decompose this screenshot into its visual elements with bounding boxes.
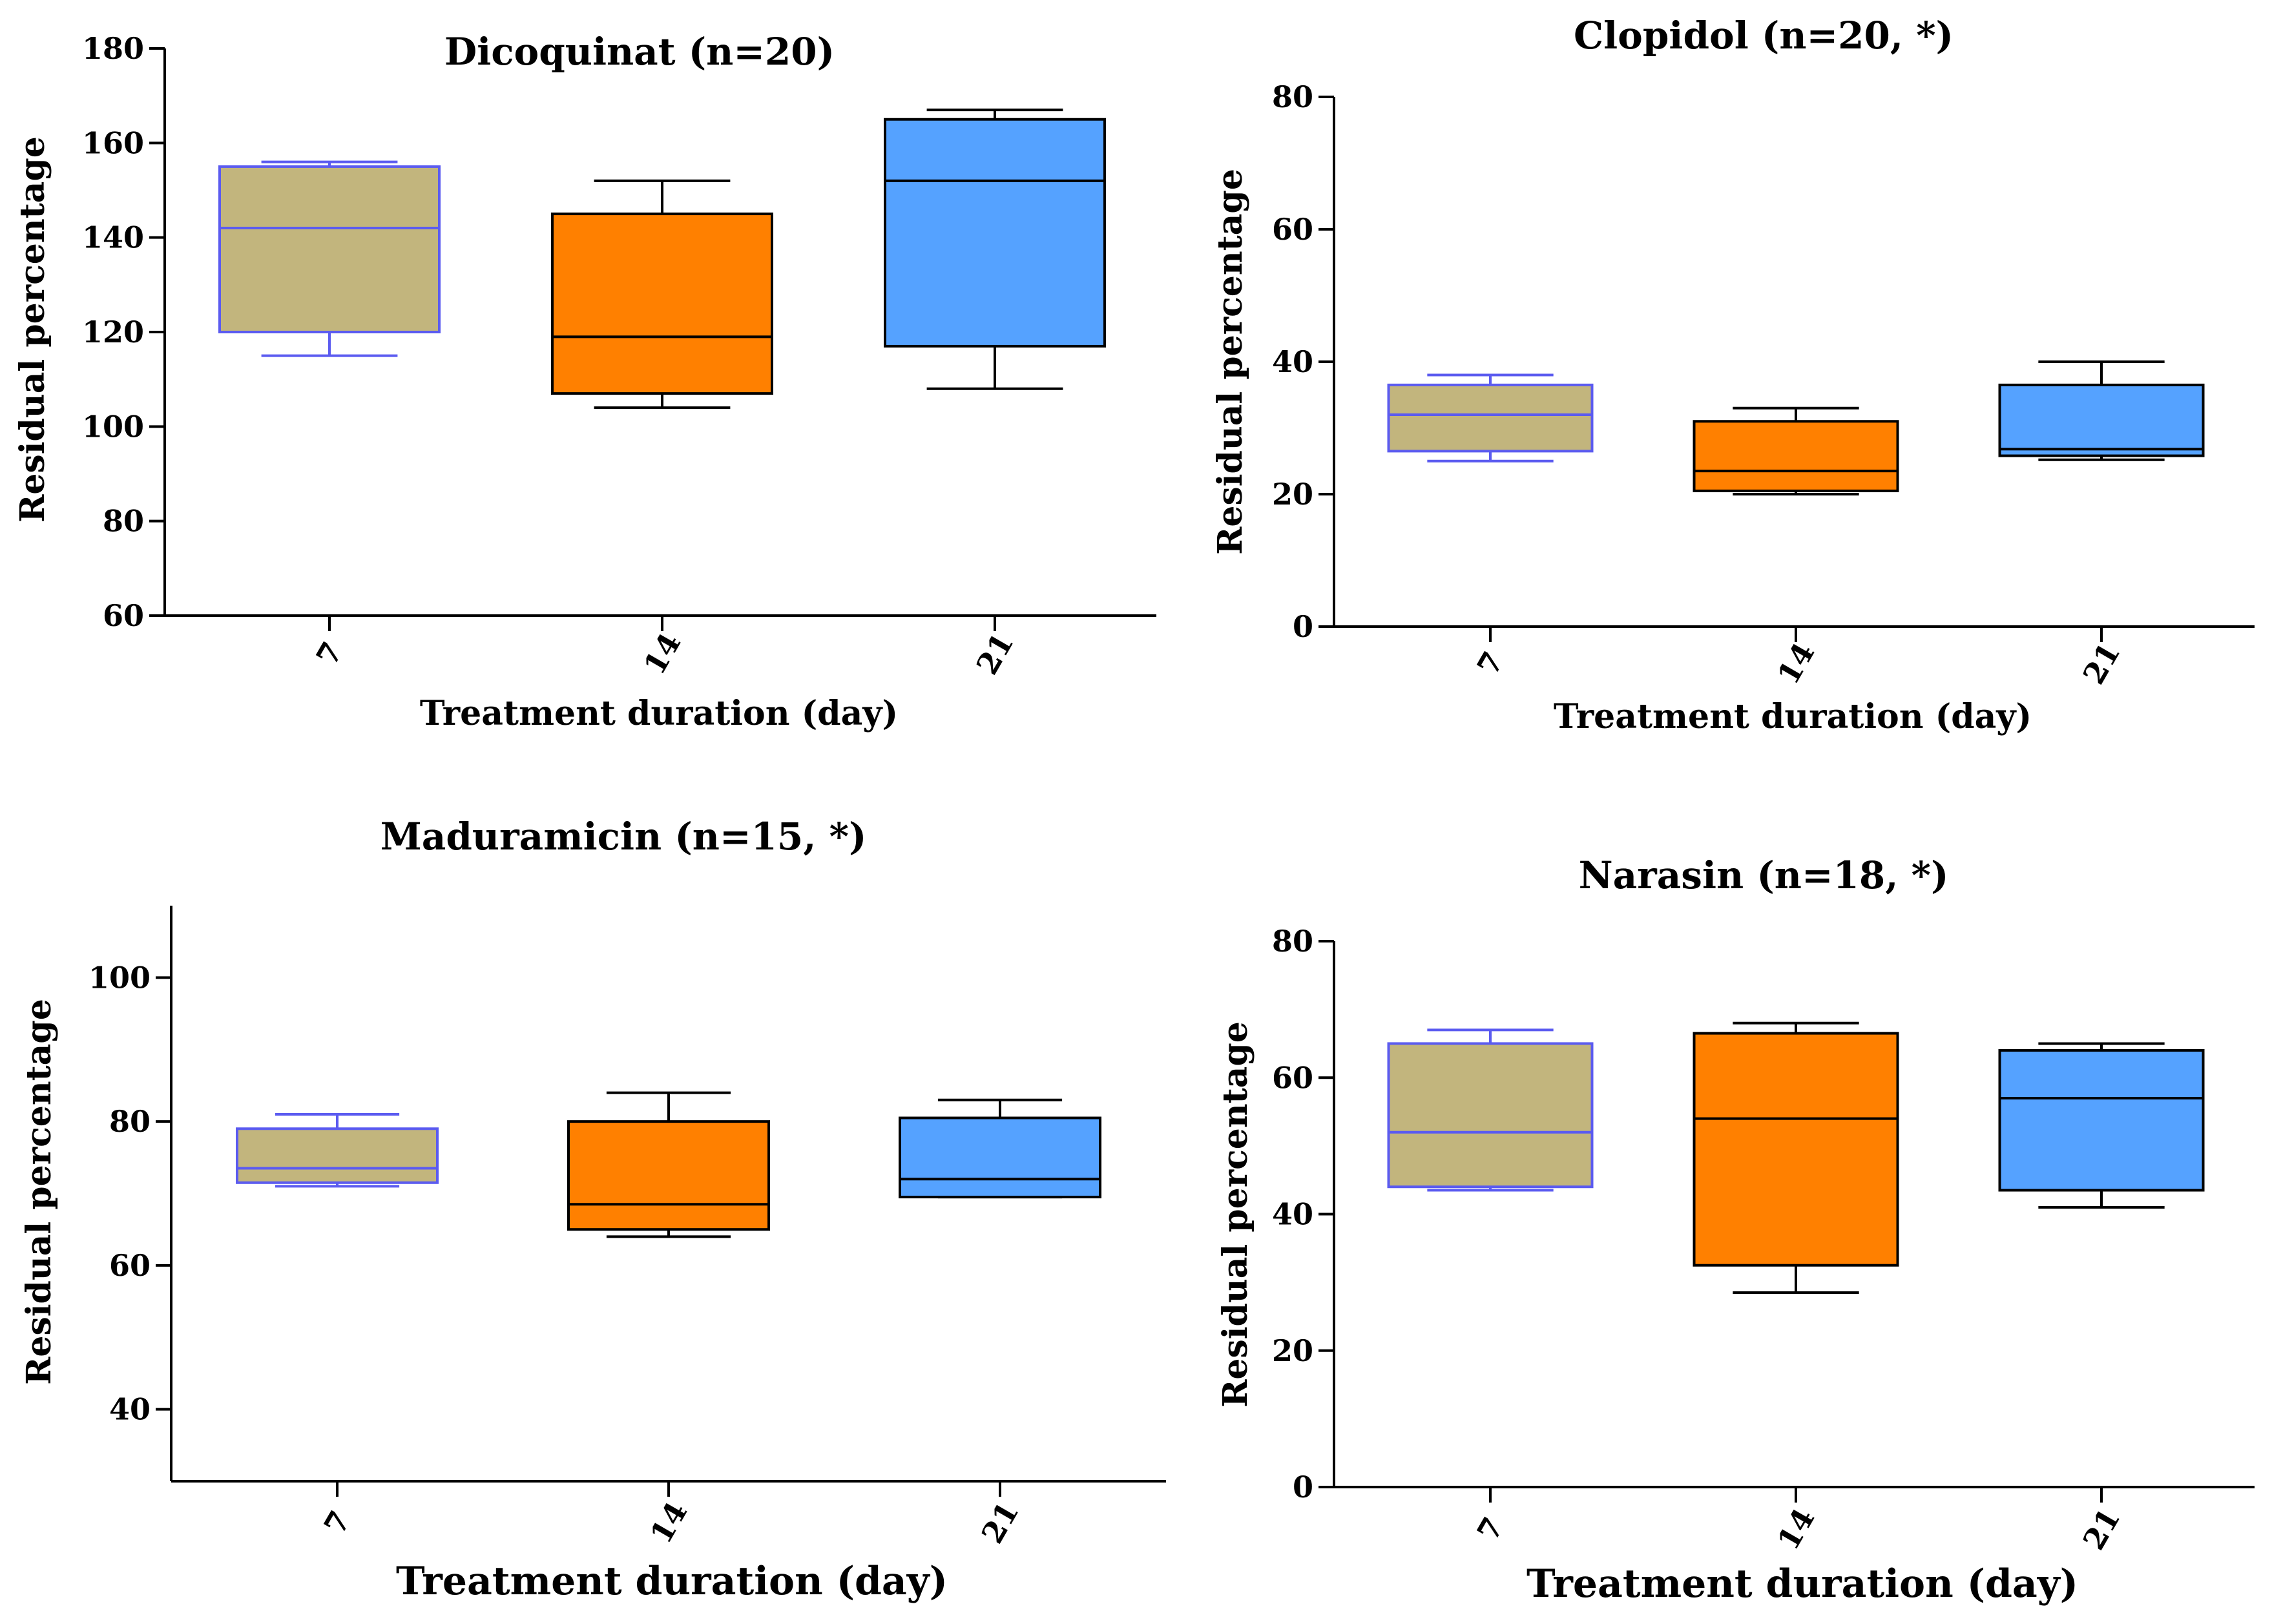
y-tick-label: 0 <box>1293 609 1313 644</box>
box-day-14 <box>1693 1021 1899 1294</box>
x-tick-label: 21 <box>970 627 1021 680</box>
box-day-14 <box>551 179 773 410</box>
y-axis-title: Residual percentage <box>19 999 59 1385</box>
y-tick-label: 40 <box>109 1392 151 1427</box>
y-tick-label: 60 <box>1272 212 1313 247</box>
box-iqr <box>1693 1032 1899 1267</box>
y-tick-label: 0 <box>1293 1470 1313 1504</box>
box-iqr <box>899 1116 1101 1199</box>
chart-2: Clopidol (n=20, *) 0 20 40 60 80 7 14 21 Treatmen… <box>1211 14 2255 736</box>
y-tick-label: 80 <box>1272 924 1313 959</box>
box-day-7 <box>1387 1028 1594 1192</box>
box-day-7 <box>218 160 441 357</box>
box-iqr <box>1998 383 2205 457</box>
box-iqr <box>567 1120 770 1231</box>
box-day-14 <box>567 1091 770 1238</box>
y-tick-label: 120 <box>82 315 144 349</box>
box-day-14 <box>1693 406 1899 495</box>
y-tick-label: 20 <box>1272 1333 1313 1368</box>
y-tick-label: 40 <box>1272 1197 1313 1232</box>
y-tick-label: 40 <box>1272 344 1313 379</box>
y-tick-label: 80 <box>1272 79 1313 114</box>
box-iqr <box>551 213 773 395</box>
box-day-21 <box>1998 1042 2205 1209</box>
x-tick-label: 14 <box>1771 1503 1822 1556</box>
x-tick-label: 21 <box>2076 637 2127 690</box>
y-axis-title: Residual percentage <box>1211 169 1250 555</box>
box-iqr <box>884 118 1106 348</box>
box-iqr <box>1387 383 1594 453</box>
chart-title: Narasin (n=18, *) <box>1579 853 1949 897</box>
x-tick-label: 7 <box>317 1505 358 1541</box>
x-tick-label: 21 <box>975 1496 1026 1549</box>
y-tick-label: 180 <box>82 31 144 66</box>
y-axis-title: Residual percentage <box>13 136 52 523</box>
x-tick-label: 14 <box>637 627 688 680</box>
y-tick-label: 80 <box>103 504 144 539</box>
y-tick-label: 60 <box>109 1248 151 1283</box>
box-day-7 <box>1387 373 1594 463</box>
box-iqr <box>1693 420 1899 492</box>
y-tick-label: 60 <box>1272 1060 1313 1095</box>
box-day-21 <box>899 1098 1101 1199</box>
x-axis-title: Treatment duration (day) <box>396 1559 948 1604</box>
y-tick-label: 140 <box>82 220 144 255</box>
x-tick-label: 14 <box>643 1496 694 1549</box>
y-tick-label: 20 <box>1272 477 1313 512</box>
x-tick-label: 7 <box>1470 1512 1511 1547</box>
x-axis-title: Treatment duration (day) <box>420 694 898 733</box>
x-tick-label: 7 <box>1470 646 1511 682</box>
box-day-21 <box>1998 360 2205 461</box>
x-tick-label: 7 <box>309 636 350 672</box>
y-axis-title: Residual percentage <box>1216 1021 1255 1408</box>
y-tick-label: 100 <box>82 409 144 444</box>
y-tick-label: 100 <box>89 960 151 995</box>
box-day-7 <box>236 1112 439 1188</box>
chart-3: Maduramicin (n=15, *) 40 60 80 100 7 14 21 Treat… <box>19 815 1166 1604</box>
y-tick-label: 80 <box>109 1104 151 1139</box>
x-tick-label: 21 <box>2076 1503 2127 1556</box>
x-axis-title: Treatment duration (day) <box>1527 1561 2078 1607</box>
chart-title: Maduramicin (n=15, *) <box>380 815 867 859</box>
chart-4: Narasin (n=18, *) 0 20 40 60 80 7 14 21 Treatment… <box>1216 853 2255 1607</box>
box-iqr <box>1998 1049 2205 1192</box>
chart-1: Dicoquinat (n=20) 60 80 100 120 140 160 180 7 14 2… <box>13 30 1156 733</box>
y-tick-label: 160 <box>82 125 144 160</box>
chart-title: Dicoquinat (n=20) <box>444 30 835 74</box>
box-iqr <box>236 1127 439 1184</box>
y-tick-label: 60 <box>103 598 144 633</box>
x-axis-title: Treatment duration (day) <box>1554 697 2032 736</box>
x-tick-label: 14 <box>1771 637 1822 690</box>
box-iqr <box>218 165 441 333</box>
chart-title: Clopidol (n=20, *) <box>1574 14 1954 57</box>
box-day-21 <box>884 109 1106 390</box>
box-iqr <box>1387 1042 1594 1189</box>
